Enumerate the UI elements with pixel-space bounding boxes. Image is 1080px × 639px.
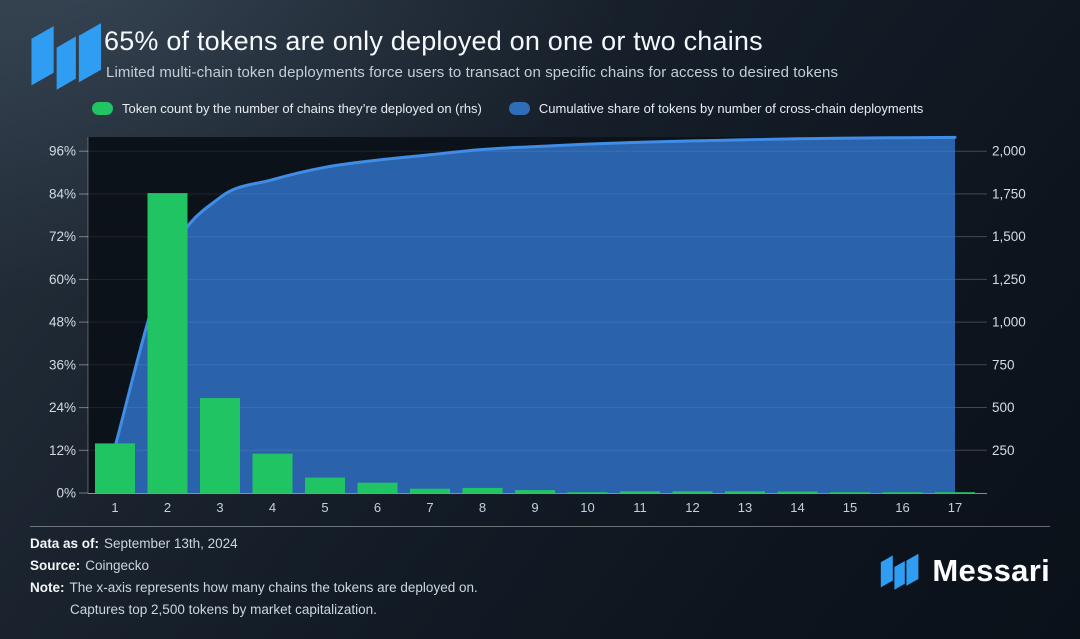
page-subtitle: Limited multi-chain token deployments fo…: [106, 64, 839, 81]
source-label: Source:: [30, 558, 81, 573]
bar-chains-17: [935, 492, 975, 493]
bar-chains-3: [200, 398, 240, 493]
svg-text:16: 16: [895, 500, 909, 515]
bar-chains-5: [305, 477, 345, 493]
svg-text:750: 750: [992, 357, 1015, 372]
svg-text:250: 250: [992, 443, 1015, 458]
svg-text:10: 10: [580, 500, 594, 515]
bar-chains-8: [462, 487, 503, 493]
brand-wordmark: Messari: [932, 553, 1050, 588]
svg-text:17: 17: [948, 500, 962, 515]
bar-chains-6: [357, 482, 398, 493]
bar-chains-14: [777, 491, 818, 493]
svg-text:60%: 60%: [49, 272, 76, 287]
svg-text:6: 6: [374, 500, 381, 515]
svg-text:36%: 36%: [49, 357, 76, 372]
x-axis-labels: 1 2 3 4 5 6 7 8 9 10 11 12 13 14 15 16 17: [111, 500, 962, 515]
data-as-of-row: Data as of: September 13th, 2024: [30, 533, 478, 555]
data-as-of-label: Data as of:: [30, 536, 100, 551]
svg-text:12%: 12%: [49, 443, 76, 458]
note-row: Note: The x-axis represents how many chai…: [30, 577, 478, 599]
svg-text:1,750: 1,750: [992, 186, 1026, 201]
svg-text:96%: 96%: [49, 144, 76, 159]
svg-text:1: 1: [111, 500, 118, 515]
bar-chains-7: [410, 488, 450, 493]
bar-chains-10: [567, 492, 608, 493]
svg-text:11: 11: [633, 500, 647, 515]
svg-text:72%: 72%: [49, 229, 76, 244]
svg-text:48%: 48%: [49, 315, 76, 330]
legend-label-token-count: Token count by the number of chains they…: [122, 101, 482, 116]
svg-text:15: 15: [843, 500, 857, 515]
source-value: Coingecko: [85, 558, 150, 573]
source-row: Source: Coingecko: [30, 555, 478, 577]
legend-swatch-blue: [508, 102, 530, 115]
bar-chains-16: [882, 492, 923, 493]
bar-chains-1: [95, 443, 135, 493]
messari-logo-mark-small: [881, 553, 919, 590]
svg-text:2: 2: [164, 500, 171, 515]
combo-chart: 0% 12% 24% 36% 48% 60% 72% 84% 96% 250 500 750 1,000…: [49, 135, 1026, 515]
svg-text:500: 500: [992, 400, 1015, 415]
bar-chains-11: [620, 491, 660, 493]
bar-chains-13: [725, 491, 765, 493]
svg-text:14: 14: [790, 500, 804, 515]
svg-text:2,000: 2,000: [992, 144, 1026, 159]
token-count-bars: [95, 193, 975, 493]
footer-notes: Data as of: September 13th, 2024 Source: C…: [30, 533, 478, 621]
svg-text:3: 3: [216, 500, 223, 515]
right-axis-labels: 250 500 750 1,000 1,250 1,500 1,750 2,000: [992, 144, 1026, 458]
page-title: 65% of tokens are only deployed on one o…: [104, 26, 763, 56]
legend-item-cumulative-share: Cumulative share of tokens by number of …: [508, 101, 924, 116]
svg-text:1,000: 1,000: [992, 315, 1026, 330]
grid-lines: [79, 150, 987, 494]
legend-item-token-count: Token count by the number of chains they…: [92, 101, 482, 116]
svg-text:12: 12: [685, 500, 699, 515]
svg-text:24%: 24%: [49, 400, 76, 415]
svg-text:9: 9: [531, 500, 538, 515]
messari-logo-mark: [31, 23, 102, 90]
note-label: Note:: [30, 580, 65, 595]
svg-text:8: 8: [479, 500, 486, 515]
footer-divider: [30, 526, 1050, 527]
svg-text:84%: 84%: [49, 187, 76, 202]
left-axis-labels: 0% 12% 24% 36% 48% 60% 72% 84% 96%: [49, 144, 76, 501]
brand-lockup: Messari: [880, 551, 1050, 591]
legend-label-cumulative-share: Cumulative share of tokens by number of …: [538, 101, 924, 116]
svg-text:13: 13: [738, 500, 752, 515]
chart-legend: Token count by the number of chains they…: [92, 101, 923, 116]
bar-chains-12: [672, 491, 713, 493]
bar-chains-2: [147, 193, 188, 493]
bar-chains-9: [515, 490, 555, 493]
svg-text:0%: 0%: [56, 486, 76, 501]
bar-chains-4: [252, 453, 293, 493]
svg-text:1,250: 1,250: [992, 272, 1026, 287]
cumulative-area: [115, 137, 955, 493]
data-as-of-value: September 13th, 2024: [104, 536, 238, 551]
svg-text:4: 4: [269, 500, 276, 515]
note-line1: The x-axis represents how many chains th…: [69, 580, 478, 595]
svg-text:1,500: 1,500: [992, 229, 1026, 244]
svg-text:7: 7: [426, 500, 433, 515]
note-line2: Captures top 2,500 tokens by market capi…: [70, 602, 377, 617]
cumulative-line: [113, 135, 957, 449]
legend-swatch-green: [92, 102, 113, 115]
bar-chains-15: [830, 492, 870, 493]
svg-text:5: 5: [321, 500, 328, 515]
